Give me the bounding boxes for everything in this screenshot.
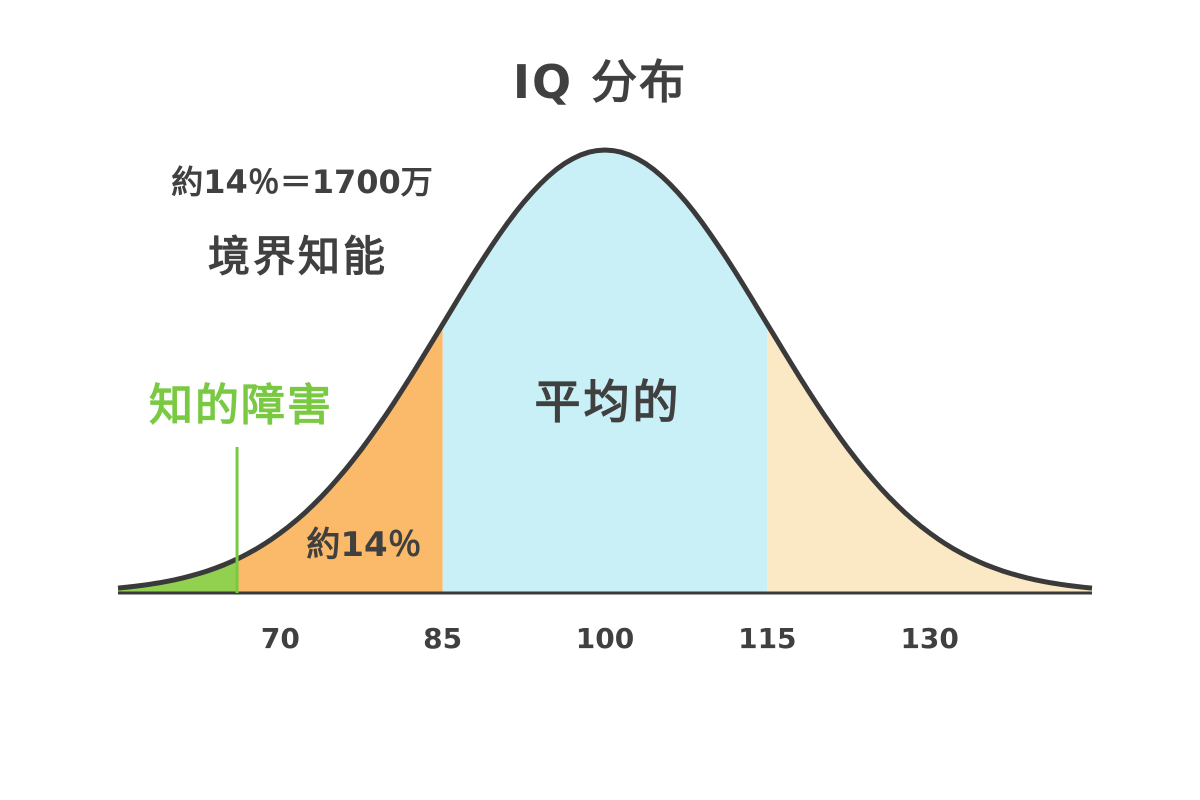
x-tick-label: 70 (261, 622, 300, 655)
region-intellectual-disability (118, 559, 238, 593)
bell-curve-line (117, 147, 1093, 591)
region-above-average (767, 324, 1092, 593)
average-label: 平均的 (535, 375, 682, 429)
x-tick-label: 115 (738, 622, 796, 655)
x-tick-label: 100 (576, 622, 634, 655)
borderline-intellect-label: 境界知能 (208, 232, 388, 281)
x-tick-label: 130 (900, 622, 958, 655)
region-average (442, 150, 768, 593)
region-borderline (237, 324, 443, 593)
x-tick-label: 85 (423, 622, 462, 655)
intellectual-disability-label: 知的障害 (149, 380, 333, 431)
borderline-count-label: 約14％＝1700万 (171, 163, 433, 201)
borderline-percent-label: 約14％ (306, 525, 421, 565)
chart-title: IQ 分布 (513, 55, 687, 109)
